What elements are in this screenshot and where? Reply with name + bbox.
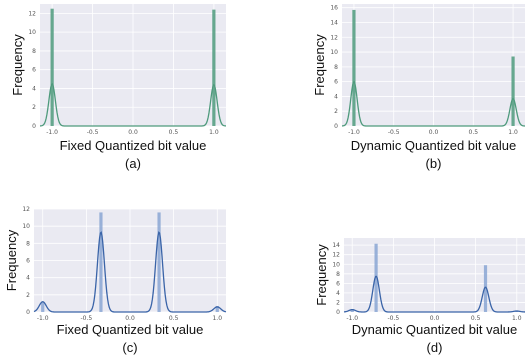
y-tick-label: 12	[332, 252, 340, 259]
x-tick-label: 0.0	[125, 315, 135, 322]
histogram-bar	[511, 56, 515, 126]
x-tick-label: -0.5	[81, 315, 93, 322]
panel-c: 0 2 4 6 8 10 12 -1.0 -0.5 0.0 0.5 1.0 Fixed Quantize…	[4, 206, 227, 355]
panel-caption: (c)	[122, 340, 137, 355]
histogram-bar	[99, 212, 103, 312]
kde-curve	[341, 80, 526, 127]
x-tick-label: 1.0	[508, 129, 518, 136]
x-axis-label: Fixed Quantized bit value	[60, 138, 207, 153]
x-axis-label: Dynamic Quantized bit value	[351, 138, 516, 153]
histogram-bar	[50, 8, 54, 127]
y-tick-label: 0	[26, 309, 30, 316]
histogram-bar	[212, 9, 216, 127]
kde-curve	[33, 231, 227, 313]
y-tick-label: 10	[332, 261, 340, 268]
x-tick-label: 0.5	[169, 315, 179, 322]
y-tick-label: 0	[336, 309, 340, 316]
x-tick-label: -1.0	[348, 129, 360, 136]
x-tick-label: -1.0	[346, 315, 358, 322]
x-tick-label: -1.0	[37, 315, 49, 322]
y-tick-label: 6	[32, 67, 36, 74]
y-tick-label: 4	[336, 290, 340, 297]
x-tick-label: 0.0	[429, 129, 439, 136]
panel-b: 0 2 4 6 8 10 12 14 16 -1.0 -0.5 0.0 0.5 1.0 Dynamic Qu…	[312, 4, 526, 171]
x-tick-label: -0.5	[87, 129, 99, 136]
histogram-bar	[41, 302, 45, 312]
y-tick-label: 6	[26, 258, 30, 265]
y-tick-label: 8	[336, 271, 340, 278]
y-axis-label: Frequency	[314, 244, 329, 306]
y-tick-label: 8	[32, 48, 36, 55]
y-tick-label: 8	[26, 240, 30, 247]
y-tick-label: 4	[26, 275, 30, 282]
y-tick-label: 4	[32, 85, 36, 92]
y-tick-label: 10	[22, 223, 30, 230]
y-tick-label: 10	[28, 29, 36, 36]
histogram-bar	[483, 265, 488, 312]
x-tick-label: 1.0	[512, 315, 522, 322]
x-tick-label: 0.5	[471, 315, 481, 322]
y-tick-label: 16	[330, 5, 338, 12]
y-axis-label: Frequency	[4, 229, 19, 291]
x-tick-label: -0.5	[388, 129, 400, 136]
histogram-bar	[352, 9, 356, 126]
y-tick-label: 10	[330, 49, 338, 56]
y-tick-label: 4	[334, 93, 338, 100]
y-tick-label: 8	[334, 64, 338, 71]
histogram-bar	[350, 309, 354, 312]
x-tick-label: 0.5	[169, 129, 179, 136]
y-tick-label: 12	[28, 10, 36, 17]
kde-curve	[343, 275, 526, 313]
panel-caption: (b)	[426, 156, 442, 171]
y-tick-label: 14	[330, 19, 338, 26]
y-tick-label: 2	[336, 299, 340, 306]
y-axis-label: Frequency	[10, 34, 25, 96]
x-tick-label: -0.5	[388, 315, 400, 322]
y-tick-label: 14	[332, 242, 340, 249]
x-tick-label: 0.0	[128, 129, 138, 136]
y-tick-label: 2	[26, 292, 30, 299]
y-tick-label: 6	[336, 280, 340, 287]
panel-caption: (a)	[125, 156, 141, 171]
x-tick-label: 1.0	[209, 129, 219, 136]
x-tick-label: 0.5	[469, 129, 479, 136]
histogram-bar	[374, 243, 378, 312]
kde-curve	[39, 83, 227, 127]
y-tick-label: 12	[22, 206, 30, 213]
x-axis-label: Fixed Quantized bit value	[57, 322, 204, 337]
y-axis-label: Frequency	[312, 34, 327, 96]
x-axis-label: Dynamic Quantized bit value	[352, 322, 517, 337]
panel-caption: (d)	[427, 340, 443, 355]
y-tick-label: 6	[334, 79, 338, 86]
x-tick-label: 1.0	[212, 315, 222, 322]
y-tick-label: 0	[32, 123, 36, 130]
y-tick-label: 2	[32, 104, 36, 111]
x-tick-label: 0.0	[430, 315, 440, 322]
x-tick-label: -1.0	[46, 129, 58, 136]
y-tick-label: 0	[334, 123, 338, 130]
histogram-bar	[157, 212, 161, 312]
histogram-bar	[215, 305, 219, 312]
y-tick-label: 12	[330, 34, 338, 41]
y-tick-label: 2	[334, 108, 338, 115]
